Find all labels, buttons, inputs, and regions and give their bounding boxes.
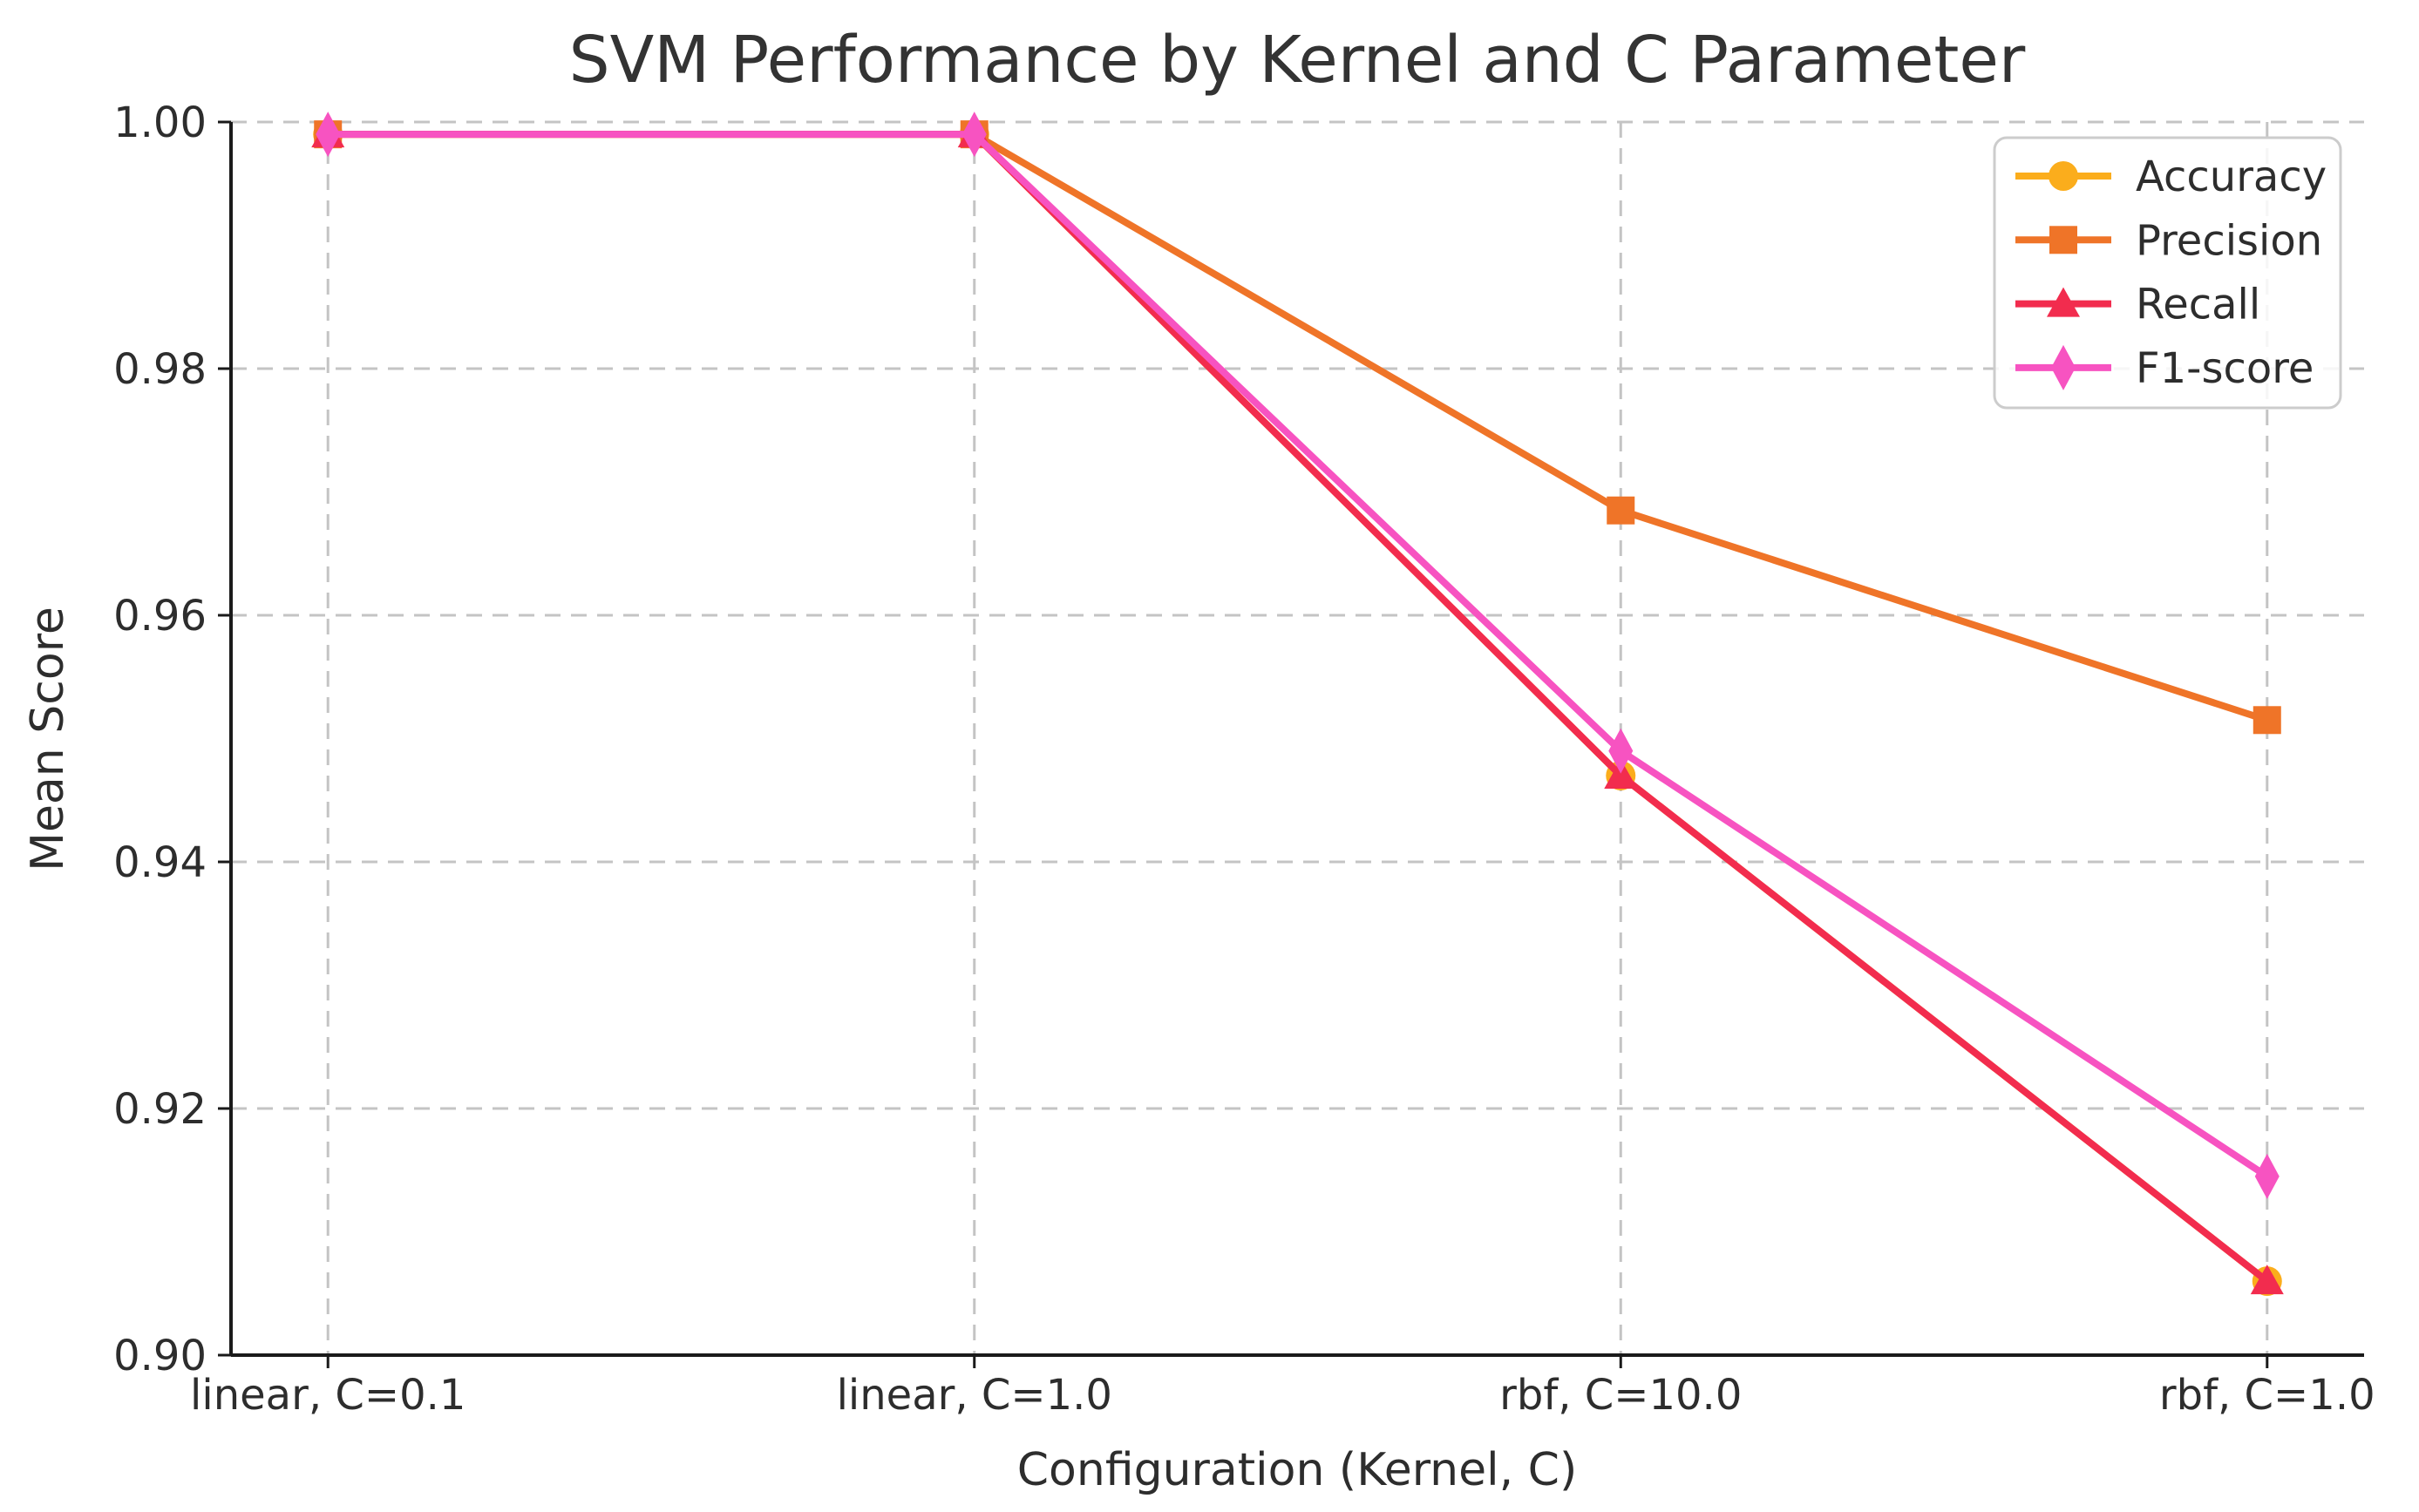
legend-marker-recall (2047, 287, 2080, 317)
y-tick-label-0.92: 0.92 (113, 1085, 207, 1134)
x-tick-label-2: rbf, C=10.0 (1499, 1371, 1742, 1420)
x-tick-label-1: linear, C=1.0 (837, 1371, 1112, 1420)
legend-label-f1-score: F1-score (2136, 344, 2314, 393)
legend-marker-precision (2049, 226, 2077, 254)
legend-label-recall: Recall (2136, 281, 2260, 329)
y-tick-label-0.94: 0.94 (113, 838, 207, 887)
x-tick-label-3: rbf, C=1.0 (2159, 1371, 2375, 1420)
y-axis-label: Mean Score (22, 607, 74, 871)
marker-f1-score-2 (1608, 728, 1634, 774)
chart-title: SVM Performance by Kernel and C Paramete… (569, 23, 2026, 98)
marker-recall-2 (1604, 758, 1638, 789)
legend-frame (1993, 136, 2342, 410)
y-tick-label-0.96: 0.96 (113, 592, 207, 641)
series-line-accuracy (324, 131, 2271, 1285)
legend-marker-accuracy (2049, 161, 2078, 191)
y-tick-label-0.90: 0.90 (113, 1332, 207, 1380)
marker-precision-3 (2253, 706, 2281, 735)
legend-layer: Accuracy Precision Recall F1-score (1993, 136, 2342, 410)
series-line-f1-score (324, 131, 2271, 1180)
y-tick-label-1.00: 1.00 (113, 98, 207, 147)
x-axis-label: Configuration (Kernel, C) (1017, 1444, 1577, 1496)
series-line-precision (324, 131, 2271, 724)
legend-label-accuracy: Accuracy (2136, 153, 2327, 201)
x-tick-label-0: linear, C=0.1 (190, 1371, 465, 1420)
marker-precision-2 (1607, 496, 1635, 525)
series-line-recall (324, 131, 2271, 1285)
marker-f1-score-3 (2254, 1153, 2280, 1199)
axes-layer: 0.90 0.92 0.94 0.96 0.98 1.00 linear, C=0.1 lin… (113, 98, 2375, 1420)
series-layer (311, 112, 2284, 1297)
legend-label-precision: Precision (2136, 216, 2322, 265)
marker-f1-score-1 (961, 112, 987, 158)
marker-recall-3 (2250, 1265, 2284, 1295)
y-tick-label-0.98: 0.98 (113, 345, 207, 394)
legend-marker-f1-score (2051, 344, 2076, 390)
marker-f1-score-0 (316, 112, 341, 158)
